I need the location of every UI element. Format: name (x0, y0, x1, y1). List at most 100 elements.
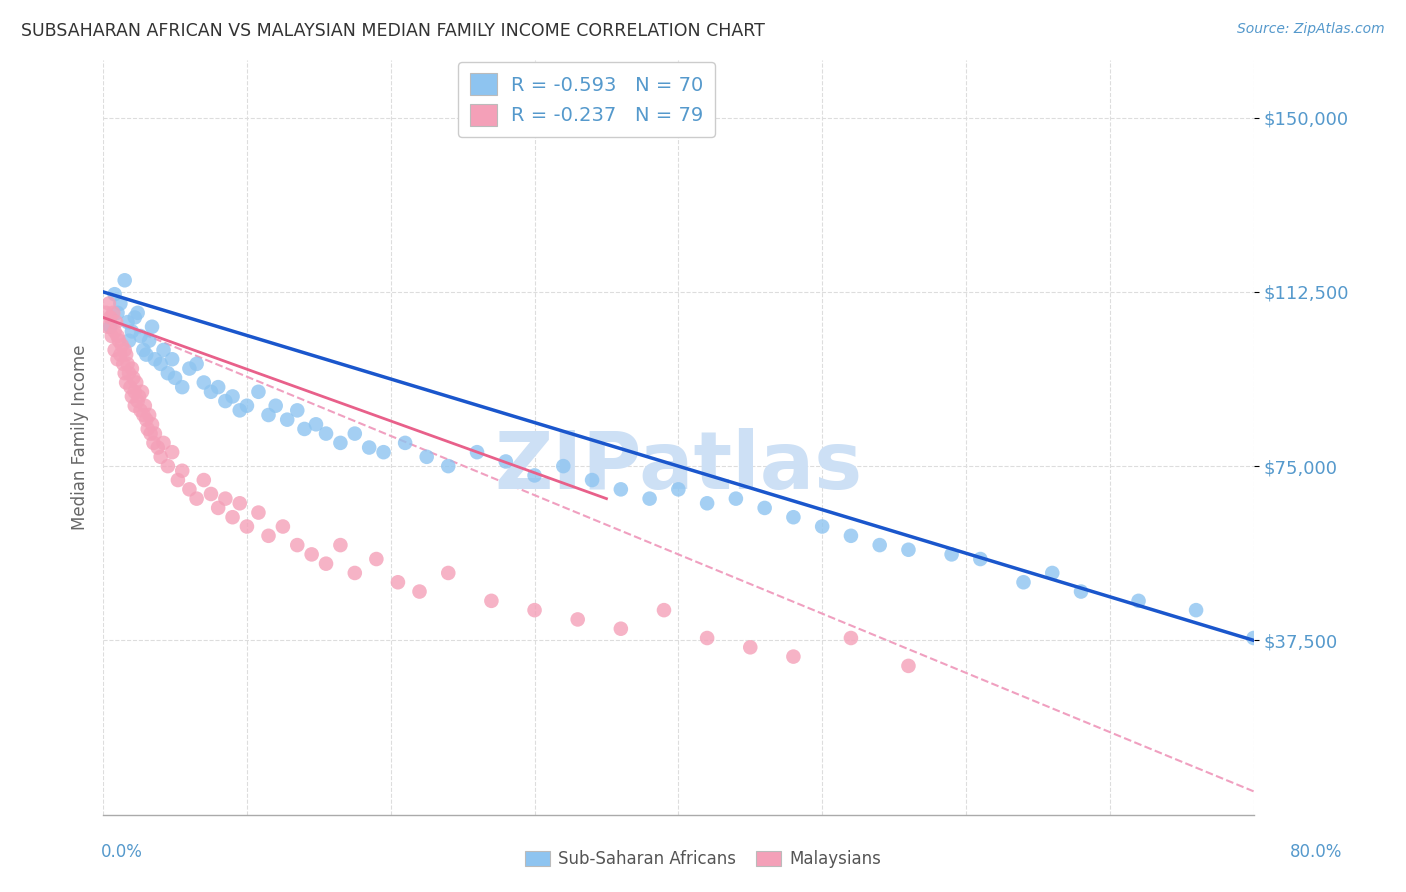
Point (172, 380, 194, 394)
Point (941, 548, 963, 562)
Text: 0.0%: 0.0% (101, 843, 143, 861)
Point (373, 445, 395, 459)
Point (740, 640, 762, 655)
Point (138, 408, 160, 422)
Point (481, 594, 503, 608)
Point (104, 343, 127, 357)
Point (437, 459, 460, 474)
Point (897, 542, 920, 557)
Point (839, 631, 862, 645)
Point (329, 436, 352, 450)
Point (366, 552, 388, 566)
Text: 80.0%: 80.0% (1291, 843, 1343, 861)
Point (117, 315, 139, 329)
Point (98, 319, 121, 334)
Point (200, 487, 222, 501)
Point (134, 399, 156, 413)
Point (142, 436, 165, 450)
Point (1040, 566, 1063, 580)
Point (652, 603, 675, 617)
Point (897, 659, 920, 673)
Point (118, 366, 141, 380)
Point (129, 403, 152, 417)
Point (236, 399, 259, 413)
Point (696, 631, 718, 645)
Point (143, 426, 166, 441)
Point (143, 352, 166, 367)
Point (1070, 584, 1092, 599)
Point (138, 334, 160, 348)
Point (179, 483, 201, 497)
Point (122, 371, 145, 385)
Point (229, 403, 252, 417)
Point (236, 519, 259, 533)
Point (969, 552, 991, 566)
Point (111, 338, 134, 352)
Point (160, 352, 183, 367)
Point (132, 408, 155, 422)
Point (114, 343, 136, 357)
Text: ZIPatlas: ZIPatlas (495, 428, 862, 507)
Point (136, 422, 159, 436)
Point (135, 348, 157, 362)
Point (567, 612, 589, 626)
Point (110, 348, 132, 362)
Point (121, 361, 143, 376)
Point (408, 584, 430, 599)
Point (124, 310, 146, 325)
Point (437, 566, 460, 580)
Point (247, 384, 270, 399)
Point (105, 315, 128, 329)
Point (495, 454, 517, 468)
Point (200, 384, 222, 399)
Point (97, 296, 120, 310)
Point (724, 491, 747, 506)
Point (104, 325, 127, 339)
Point (131, 384, 153, 399)
Point (186, 491, 208, 506)
Point (141, 417, 163, 432)
Point (132, 343, 155, 357)
Point (1012, 575, 1035, 590)
Y-axis label: Median Family Income: Median Family Income (72, 344, 89, 530)
Point (152, 436, 174, 450)
Point (186, 357, 208, 371)
Point (415, 450, 437, 464)
Point (666, 483, 689, 497)
Point (869, 538, 891, 552)
Point (754, 500, 776, 515)
Point (98, 310, 121, 325)
Point (285, 538, 308, 552)
Point (811, 519, 834, 533)
Point (1185, 603, 1208, 617)
Text: Source: ZipAtlas.com: Source: ZipAtlas.com (1237, 22, 1385, 37)
Point (343, 426, 366, 441)
Point (124, 399, 146, 413)
Point (257, 408, 280, 422)
Point (305, 417, 328, 432)
Legend: R = -0.593   N = 70, R = -0.237   N = 79: R = -0.593 N = 70, R = -0.237 N = 79 (458, 62, 714, 137)
Point (782, 510, 804, 524)
Point (207, 380, 229, 394)
Point (100, 329, 122, 343)
Point (103, 306, 125, 320)
Point (221, 389, 243, 403)
Point (135, 412, 157, 426)
Point (610, 622, 633, 636)
Point (276, 412, 298, 426)
Point (149, 357, 172, 371)
Point (121, 389, 143, 403)
Point (638, 491, 661, 506)
Point (115, 376, 138, 390)
Point (156, 459, 179, 474)
Point (581, 473, 603, 487)
Point (128, 389, 150, 403)
Point (221, 510, 243, 524)
Point (107, 306, 129, 320)
Point (121, 325, 143, 339)
Point (329, 538, 352, 552)
Point (163, 371, 186, 385)
Point (146, 441, 169, 455)
Point (124, 384, 146, 399)
Point (359, 441, 381, 455)
